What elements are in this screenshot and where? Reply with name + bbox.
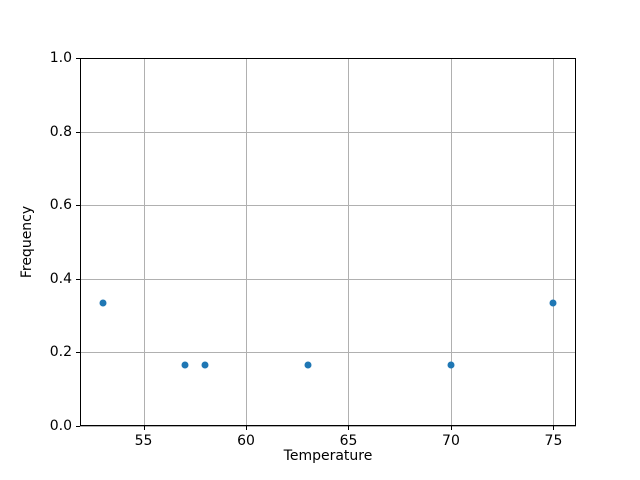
y-tick-label: 0.6 <box>49 197 72 214</box>
y-gridline <box>80 278 576 280</box>
y-tick-label: 0.8 <box>49 123 72 140</box>
x-axis-label: Temperature <box>283 448 373 464</box>
y-tick-mark <box>76 58 80 59</box>
data-point <box>549 299 557 307</box>
y-tick-mark <box>76 278 80 280</box>
y-gridline <box>80 205 576 207</box>
y-gridline <box>80 352 576 354</box>
x-tick-label: 65 <box>339 433 358 449</box>
x-gridline <box>553 58 555 426</box>
y-tick-mark <box>76 205 80 207</box>
x-tick-mark <box>553 426 555 430</box>
data-point <box>304 361 311 369</box>
y-tick-mark <box>76 352 80 354</box>
x-gridline <box>143 58 145 426</box>
data-point <box>181 361 189 369</box>
x-tick-mark <box>450 426 452 430</box>
y-tick-label: 0.2 <box>49 344 72 361</box>
data-point <box>447 361 455 369</box>
y-tick-label: 0.0 <box>49 418 72 434</box>
x-gridline <box>348 58 350 426</box>
x-tick-label: 70 <box>442 433 460 449</box>
x-tick-label: 60 <box>237 433 255 449</box>
x-tick-label: 75 <box>544 433 563 449</box>
y-gridline <box>80 426 576 427</box>
plot-area <box>80 58 576 426</box>
data-point <box>99 299 107 307</box>
y-gridline <box>80 58 576 59</box>
x-tick-mark <box>348 426 350 430</box>
y-tick-label: 1.0 <box>49 50 72 66</box>
y-tick-mark <box>76 131 80 133</box>
y-gridline <box>80 131 576 133</box>
x-tick-label: 55 <box>134 433 153 449</box>
x-tick-mark <box>246 426 248 430</box>
y-tick-mark <box>76 426 80 427</box>
y-tick-label: 0.4 <box>49 270 72 287</box>
x-gridline <box>450 58 452 426</box>
y-axis-label: Frequency <box>19 205 35 279</box>
x-gridline <box>246 58 248 426</box>
x-tick-mark <box>143 426 145 430</box>
data-point <box>201 361 209 369</box>
